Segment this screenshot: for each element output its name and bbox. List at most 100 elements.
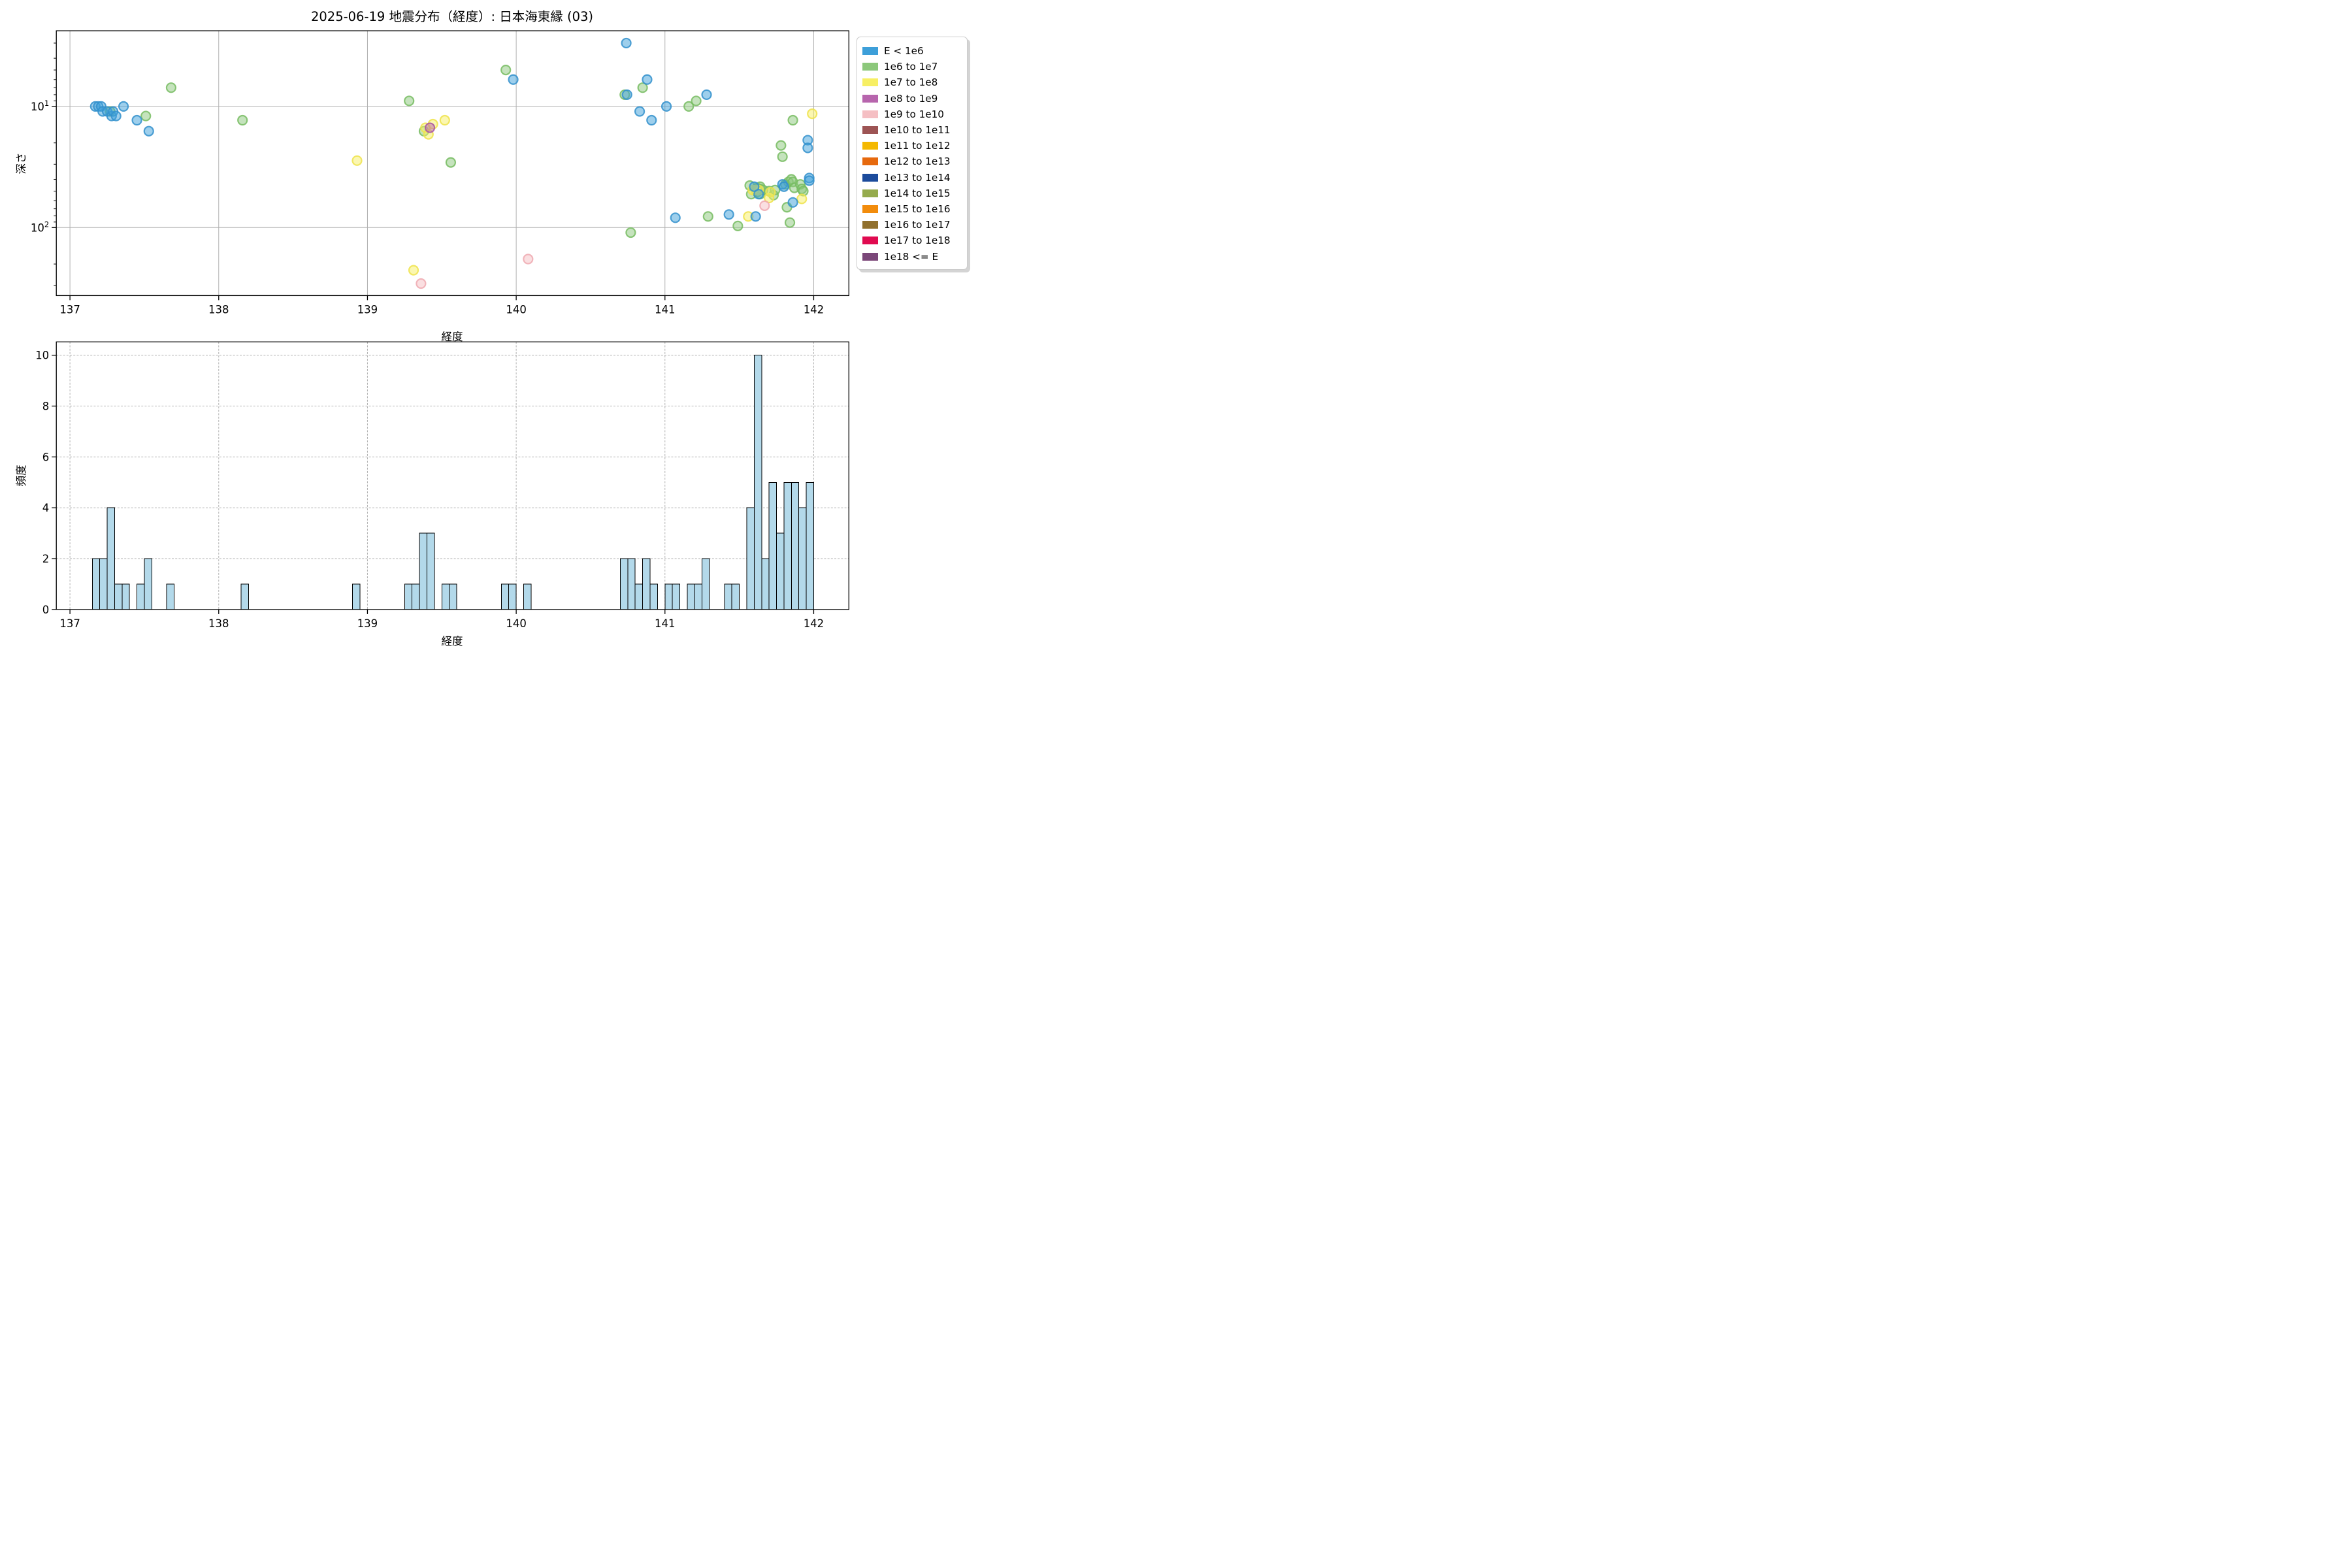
hist-bar [798, 507, 807, 610]
hist-bar [137, 583, 145, 610]
scatter-point [110, 110, 122, 122]
scatter-point [701, 89, 712, 101]
legend-item-label: 1e6 to 1e7 [884, 61, 938, 73]
scatter-tick-label-x: 137 [59, 303, 80, 316]
hist-tick-label-x: 140 [506, 617, 527, 630]
legend-item-3: 1e8 to 1e9 [862, 91, 962, 106]
scatter-point [765, 186, 776, 198]
hist-bar [746, 507, 755, 610]
legend-item-6: 1e11 to 1e12 [862, 138, 962, 154]
scatter-point [143, 125, 154, 137]
hist-bar [449, 583, 457, 610]
hist-bar [240, 583, 249, 610]
scatter-point [777, 151, 788, 162]
scatter-point [776, 140, 787, 151]
hist-bar [694, 583, 703, 610]
hist-bar [753, 355, 762, 610]
hist-bar [776, 532, 785, 610]
scatter-point [634, 106, 645, 117]
scatter-point [642, 74, 653, 85]
hist-bar [441, 583, 450, 610]
legend-swatch-icon [862, 237, 878, 245]
legend-item-11: 1e16 to 1e17 [862, 217, 962, 233]
hist-bar [649, 583, 658, 610]
scatter-point [802, 142, 813, 154]
hist-bar [523, 583, 532, 610]
scatter-ylabel: 深さ [15, 152, 27, 174]
hist-bar [664, 583, 673, 610]
hist-tick-label-y: 8 [42, 400, 50, 413]
hist-bar [642, 558, 651, 610]
hist-bar [791, 482, 800, 610]
scatter-tick-label-y: 102 [31, 220, 49, 234]
hist-bar [404, 583, 413, 610]
scatter-point [621, 37, 632, 49]
scatter-point [523, 253, 534, 265]
scatter-point [637, 82, 648, 93]
hist-tick-label-y: 2 [42, 553, 50, 565]
scatter-point [732, 220, 743, 231]
legend-item-label: 1e11 to 1e12 [884, 140, 951, 152]
scatter-point [646, 114, 657, 126]
hist-bar [619, 558, 629, 610]
legend-item-13: 1e18 <= E [862, 248, 962, 264]
legend-item-4: 1e9 to 1e10 [862, 106, 962, 122]
legend-item-label: 1e7 to 1e8 [884, 76, 938, 89]
legend-item-label: 1e15 to 1e16 [884, 203, 951, 215]
legend-item-label: 1e14 to 1e15 [884, 187, 951, 199]
hist-bar [166, 583, 174, 610]
hist-bar [687, 583, 695, 610]
scatter-point [796, 193, 808, 204]
scatter-xlabel: 経度 [441, 331, 463, 343]
hist-bar [427, 532, 435, 610]
legend-swatch-icon [862, 252, 878, 261]
hist-tick-label-x: 141 [655, 617, 676, 630]
hist-ylabel: 頻度 [15, 465, 27, 487]
hist-bar [627, 558, 636, 610]
scatter-point [784, 217, 796, 228]
hist-bar [768, 482, 777, 610]
legend-swatch-icon [862, 173, 878, 182]
hist-tick-label-x: 139 [357, 617, 378, 630]
hist-bar [702, 558, 710, 610]
scatter-spines [56, 30, 849, 297]
legend-item-label: 1e8 to 1e9 [884, 92, 938, 105]
figure-title: 2025-06-19 地震分布（経度）: 日本海東縁 (03) [310, 9, 594, 24]
scatter-tick-label-x: 141 [655, 303, 676, 316]
legend-swatch-icon [862, 94, 878, 103]
hist-bar [144, 558, 152, 610]
scatter-tick-label-y: 101 [31, 99, 49, 113]
scatter-point [416, 278, 427, 289]
legend-item-label: 1e12 to 1e13 [884, 155, 951, 168]
scatter-point [625, 227, 636, 238]
legend-swatch-icon [862, 126, 878, 135]
hist-bar [806, 482, 814, 610]
hist-bar [352, 583, 361, 610]
scatter-point [749, 181, 760, 192]
legend-swatch-icon [862, 47, 878, 56]
scatter-point [408, 265, 419, 276]
scatter-point [691, 95, 702, 106]
legend-swatch-icon [862, 78, 878, 87]
hist-tick-label-y: 0 [42, 604, 50, 616]
hist-bar [783, 482, 792, 610]
scatter-point [445, 157, 457, 168]
hist-bar [412, 583, 420, 610]
scatter-point [404, 95, 415, 106]
legend-item-label: 1e16 to 1e17 [884, 219, 951, 231]
scatter-point [750, 211, 761, 222]
legend-swatch-icon [862, 221, 878, 229]
scatter-point [807, 108, 818, 120]
hist-tick-label-y: 4 [42, 502, 50, 514]
legend-item-1: 1e6 to 1e7 [862, 59, 962, 74]
legend-item-2: 1e7 to 1e8 [862, 74, 962, 90]
figure-canvas: 2025-06-19 地震分布（経度）: 日本海東縁 (03) 137 138 13… [0, 0, 980, 653]
hist-tick-label-y: 10 [35, 350, 49, 362]
hist-tick-label-x: 142 [804, 617, 825, 630]
legend-swatch-icon [862, 204, 878, 213]
hist-tick-label-x: 137 [59, 617, 80, 630]
scatter-point [661, 101, 672, 112]
scatter-point [759, 200, 770, 211]
hist-tick-label-x: 138 [208, 617, 229, 630]
